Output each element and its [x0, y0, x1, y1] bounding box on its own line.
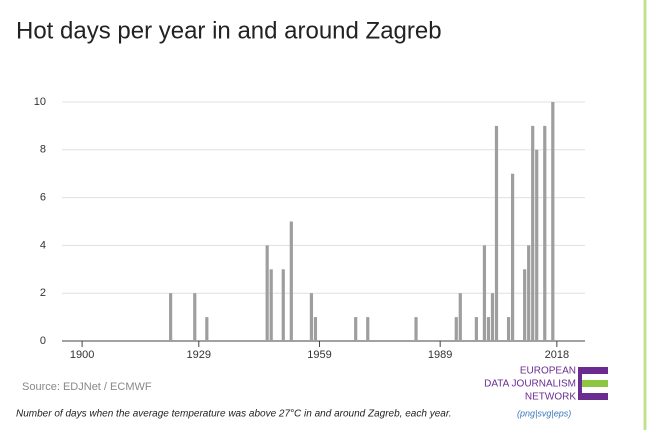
- bar: [205, 317, 209, 341]
- bar: [482, 245, 487, 341]
- bar: [531, 125, 535, 342]
- logo: EUROPEAN DATA JOURNALISM NETWORK: [484, 366, 608, 403]
- bar: [169, 293, 173, 341]
- y-tick-label: 10: [34, 96, 46, 108]
- bar: [454, 317, 458, 341]
- bar: [490, 293, 495, 341]
- bar: [494, 125, 499, 342]
- bar: [309, 293, 314, 341]
- logo-bar: [578, 367, 582, 400]
- x-tick-label: 1900: [70, 349, 94, 361]
- x-tick-label: 1929: [187, 349, 211, 361]
- logo-bar: [582, 367, 608, 374]
- source: Source: EDJNet / ECMWF: [22, 381, 152, 393]
- x-tick-label: 1989: [428, 349, 452, 361]
- bar: [543, 125, 547, 342]
- bar: [551, 102, 555, 341]
- bar: [486, 317, 491, 341]
- logo-text: DATA JOURNALISM: [484, 379, 576, 390]
- bar: [535, 149, 539, 341]
- y-tick-label: 8: [40, 144, 46, 156]
- y-tick-label: 2: [40, 287, 46, 299]
- caption: Number of days when the average temperat…: [16, 409, 452, 420]
- bar: [366, 317, 370, 341]
- bar: [510, 173, 515, 341]
- bar: [269, 269, 273, 341]
- bar: [289, 221, 293, 341]
- y-tick-label: 6: [40, 192, 46, 204]
- bar: [193, 293, 197, 341]
- download-links[interactable]: (png|svg|eps): [517, 408, 571, 418]
- card-border: [643, 0, 647, 430]
- bar: [458, 293, 462, 341]
- bar: [354, 317, 358, 341]
- bar: [313, 317, 318, 341]
- bar: [506, 317, 511, 341]
- x-tick-label: 1959: [307, 349, 331, 361]
- bar: [474, 317, 478, 341]
- y-tick-label: 4: [40, 239, 46, 251]
- logo-text: EUROPEAN: [520, 366, 576, 377]
- bar: [281, 269, 285, 341]
- bar: [414, 317, 418, 341]
- logo-bar: [582, 393, 608, 400]
- bar: [527, 245, 531, 341]
- bar: [265, 245, 269, 341]
- bar: [523, 269, 527, 341]
- logo-text: NETWORK: [525, 392, 576, 403]
- chart-title: Hot days per year in and around Zagreb: [16, 17, 442, 44]
- y-tick-label: 0: [40, 335, 46, 347]
- x-tick-label: 2018: [545, 349, 569, 361]
- logo-bar: [582, 380, 608, 387]
